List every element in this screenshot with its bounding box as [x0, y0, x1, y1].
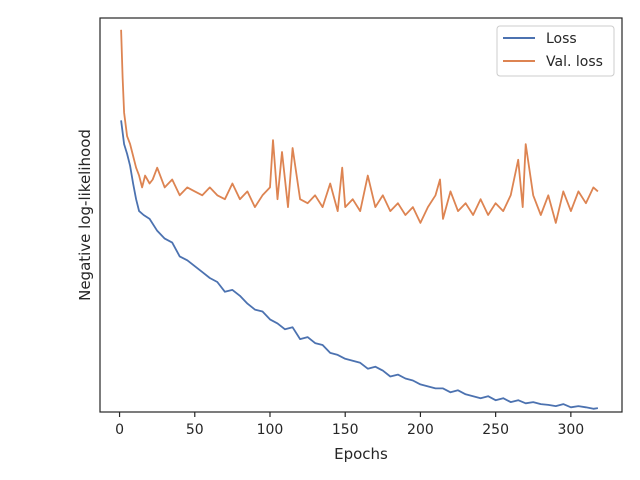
x-tick-label: 100 [257, 422, 284, 438]
legend-label-val-loss: Val. loss [546, 54, 603, 70]
x-tick-label: 150 [332, 422, 359, 438]
x-tick-label: 50 [186, 422, 204, 438]
x-tick-label: 200 [407, 422, 434, 438]
x-tick-label: 300 [557, 422, 584, 438]
series-line-loss [120, 120, 599, 410]
plot-area [99, 17, 623, 413]
x-axis-ticks: 0 50 100 150 200 250 300 [115, 412, 584, 438]
legend: Loss Val. loss [496, 25, 615, 77]
x-tick-label: 250 [482, 422, 509, 438]
series-layer [120, 29, 599, 410]
x-axis-label: Epochs [334, 445, 388, 463]
series-line-val-loss [120, 29, 599, 224]
y-axis-label: Negative log-likelihood [76, 129, 94, 301]
x-tick-label: 0 [115, 422, 124, 438]
legend-label-loss: Loss [546, 31, 577, 47]
